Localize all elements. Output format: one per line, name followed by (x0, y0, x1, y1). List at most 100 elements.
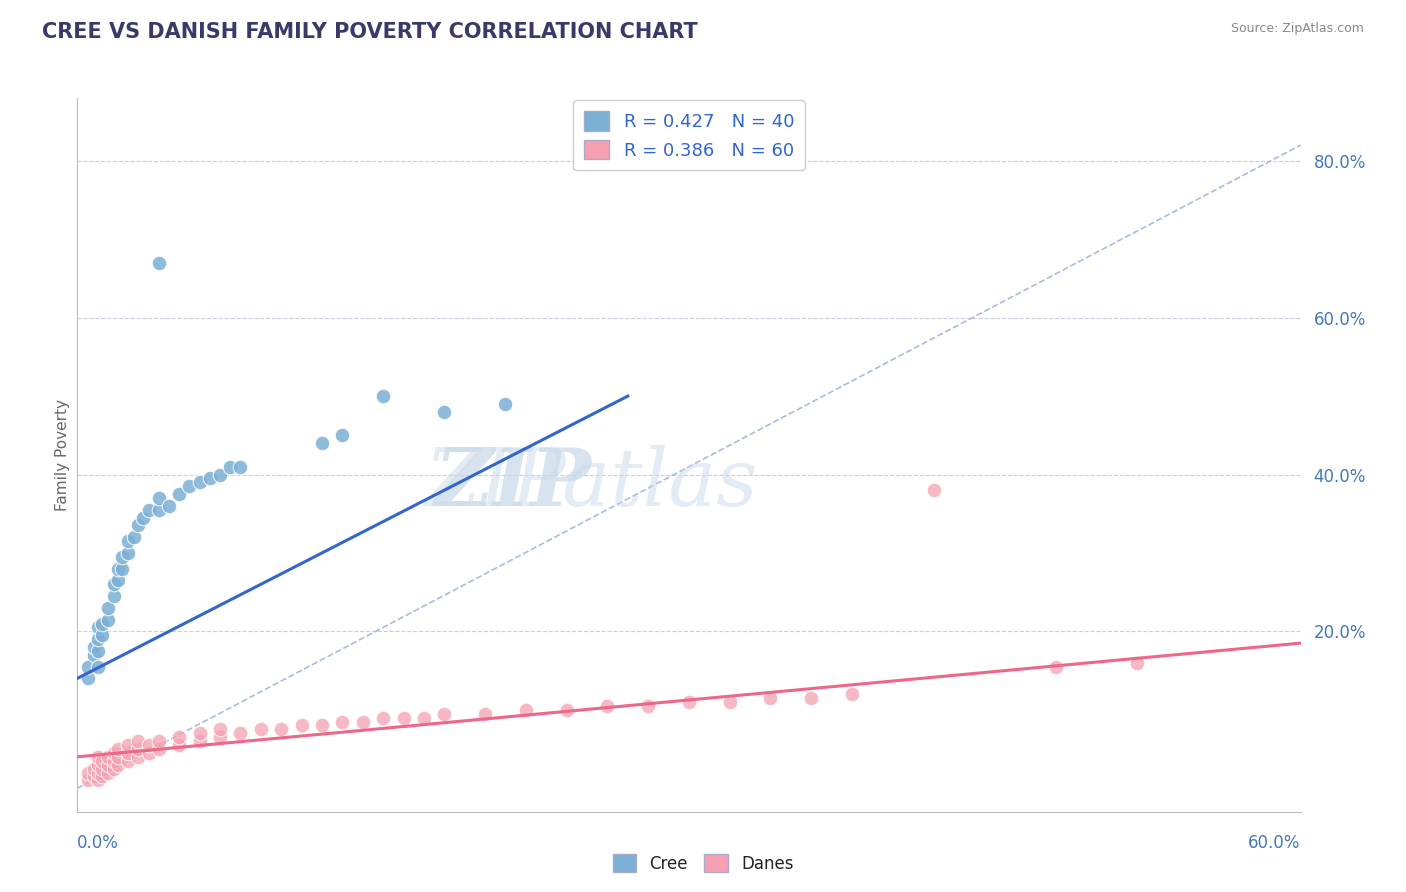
Point (169, 730, 191, 744)
Point (107, 749, 129, 764)
Point (107, 574, 129, 588)
Text: CREE VS DANISH FAMILY POVERTY CORRELATION CHART: CREE VS DANISH FAMILY POVERTY CORRELATIO… (42, 22, 697, 42)
Point (148, 503, 170, 517)
Point (841, 687, 863, 701)
Point (474, 706, 496, 721)
Point (128, 734, 150, 748)
Point (76, 672, 98, 686)
Point (138, 503, 160, 517)
Point (392, 711, 415, 725)
Point (209, 730, 232, 744)
Point (90, 616, 112, 631)
Point (270, 723, 292, 737)
Point (250, 723, 273, 737)
Point (107, 742, 129, 756)
Point (111, 549, 134, 564)
Y-axis label: Family Poverty: Family Poverty (55, 399, 70, 511)
Point (124, 530, 146, 544)
Point (291, 718, 314, 732)
Point (128, 742, 150, 756)
Point (90, 628, 112, 642)
Point (148, 491, 170, 505)
Point (87, 757, 110, 772)
Point (138, 738, 160, 752)
Point (433, 706, 456, 721)
Point (87, 644, 110, 658)
Point (413, 711, 436, 725)
Point (131, 510, 153, 524)
Point (83, 640, 105, 654)
Point (90, 769, 112, 783)
Point (198, 471, 221, 485)
Point (87, 773, 110, 788)
Point (759, 691, 782, 706)
Text: ZIP: ZIP (434, 445, 591, 522)
Point (596, 698, 619, 713)
Point (87, 765, 110, 780)
Point (311, 436, 333, 450)
Point (332, 714, 354, 729)
Text: Source: ZipAtlas.com: Source: ZipAtlas.com (1230, 22, 1364, 36)
Point (103, 754, 125, 768)
Point (103, 762, 125, 776)
Legend: Cree, Danes: Cree, Danes (606, 847, 800, 880)
Point (107, 757, 129, 772)
Point (87, 620, 110, 634)
Point (169, 738, 191, 752)
Point (138, 746, 160, 760)
Point (107, 561, 129, 575)
Point (90, 754, 112, 768)
Point (922, 483, 945, 498)
Legend: R = 0.427   N = 40, R = 0.386   N = 60: R = 0.427 N = 40, R = 0.386 N = 60 (574, 100, 804, 170)
Text: 60.0%: 60.0% (1249, 834, 1301, 852)
Point (188, 475, 211, 490)
Point (76, 773, 98, 788)
Point (128, 749, 150, 764)
Point (117, 754, 139, 768)
Point (83, 762, 105, 776)
Point (117, 546, 139, 560)
Point (169, 487, 191, 501)
Point (678, 695, 700, 709)
Point (103, 589, 125, 603)
Point (117, 746, 139, 760)
Point (87, 749, 110, 764)
Point (157, 499, 180, 513)
Point (83, 769, 105, 783)
Point (111, 561, 134, 575)
Point (188, 726, 211, 740)
Point (352, 714, 374, 729)
Point (148, 256, 170, 270)
Point (1045, 659, 1067, 673)
Point (90, 762, 112, 776)
Point (103, 746, 125, 760)
Point (718, 695, 741, 709)
Point (83, 648, 105, 662)
Point (128, 518, 150, 533)
Point (555, 703, 578, 717)
Point (97, 613, 120, 627)
Point (97, 749, 120, 764)
Text: 0.0%: 0.0% (77, 834, 120, 852)
Point (209, 723, 232, 737)
Point (219, 459, 242, 474)
Point (515, 703, 537, 717)
Point (229, 459, 252, 474)
Point (97, 757, 120, 772)
Point (495, 397, 517, 411)
Point (637, 698, 659, 713)
Point (371, 711, 394, 725)
Point (76, 659, 98, 673)
Point (433, 405, 456, 419)
Point (332, 428, 354, 442)
Point (179, 479, 201, 493)
Point (188, 734, 211, 748)
Point (311, 718, 333, 732)
Point (103, 577, 125, 591)
Point (1126, 656, 1149, 670)
Point (800, 691, 823, 706)
Point (371, 389, 394, 403)
Text: ZIPatlas: ZIPatlas (425, 445, 758, 522)
Point (76, 765, 98, 780)
Point (229, 726, 252, 740)
